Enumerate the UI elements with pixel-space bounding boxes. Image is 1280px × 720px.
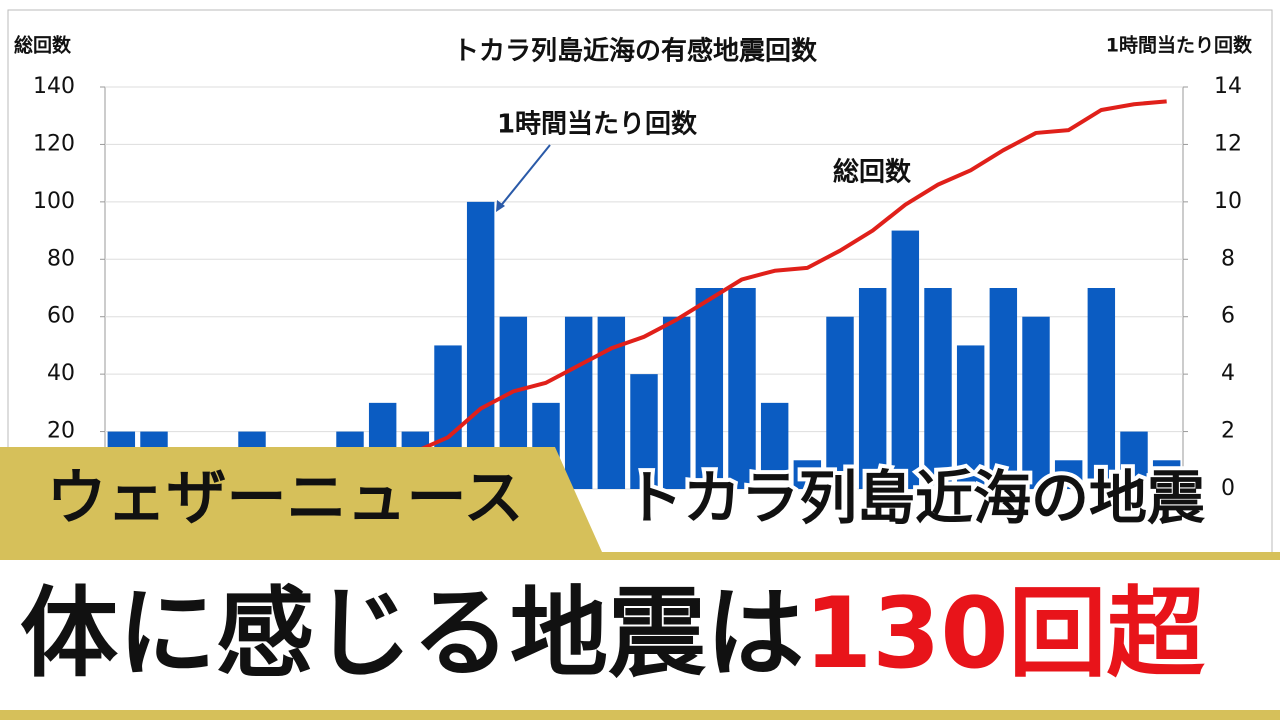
bar [891, 230, 920, 490]
bar [597, 316, 626, 489]
annotation-arrow [498, 144, 551, 209]
brand-band [0, 447, 602, 552]
y-axis-label: 総回数 [14, 34, 72, 57]
main-band [0, 560, 1280, 710]
y2-tick-label: 2 [1221, 419, 1235, 444]
y2-tick-label: 10 [1214, 189, 1242, 214]
brand: ウェザーニュース [47, 464, 524, 534]
y2-axis-label: 1時間当たり回数 [1106, 34, 1253, 57]
bar [1087, 288, 1116, 489]
y-tick-label: 20 [47, 419, 75, 444]
y2-tick-label: 0 [1221, 476, 1235, 501]
y-tick-label: 60 [47, 304, 75, 329]
y-tick-label: 120 [33, 131, 75, 156]
bar [956, 345, 985, 489]
bar [728, 288, 756, 489]
headline: トカラ列島近海の地震 [625, 464, 1205, 532]
bar [858, 288, 887, 489]
bar [826, 316, 854, 489]
bar-annotation: 1時間当たり回数 [497, 110, 698, 140]
chart-title: トカラ列島近海の有感地震回数 [453, 37, 818, 67]
bar [466, 201, 495, 489]
stripe-top [0, 552, 1280, 560]
bar [662, 316, 691, 489]
bar [1022, 316, 1050, 489]
y-tick-label: 40 [47, 361, 75, 386]
bar [564, 316, 593, 489]
bar [989, 288, 1018, 489]
bar [1054, 460, 1083, 489]
bar [793, 460, 822, 489]
y-tick-label: 100 [33, 189, 75, 214]
stripe-bottom [0, 710, 1280, 720]
y-tick-label: 140 [33, 74, 75, 99]
y2-tick-label: 6 [1221, 304, 1235, 329]
line-annotation: 総回数 [833, 157, 912, 188]
bar [924, 288, 952, 489]
arrow-head [496, 200, 505, 212]
marks: 02040608010012014002468101214 [33, 74, 1242, 501]
y2-tick-label: 12 [1214, 131, 1242, 156]
y2-tick-label: 14 [1214, 74, 1242, 99]
main: 体に感じる地震は [20, 577, 804, 691]
bar [630, 374, 658, 489]
bar [1152, 460, 1181, 489]
bar [1120, 431, 1148, 489]
y2-tick-label: 8 [1221, 246, 1235, 271]
bar [760, 402, 789, 489]
main-highlight: 130回超 [804, 577, 1206, 691]
y-tick-label: 80 [47, 246, 75, 271]
main-text: 体に感じる地震は130回超 [20, 577, 1206, 691]
bar [695, 288, 724, 489]
y2-tick-label: 4 [1221, 361, 1235, 386]
